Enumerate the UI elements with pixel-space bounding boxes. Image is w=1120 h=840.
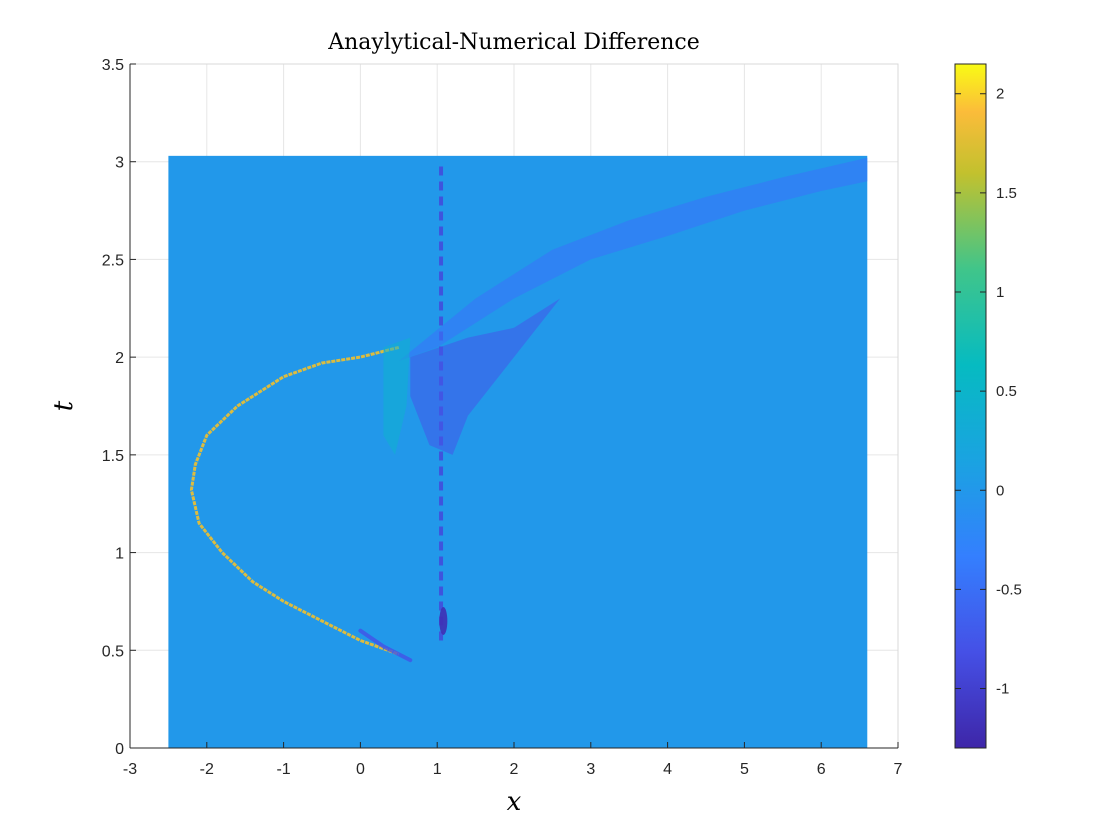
heatmap-feature-lower-negative-tail (358, 628, 413, 663)
heatmap-layer (168, 155, 868, 748)
colorbar-tick-label: -0.5 (996, 581, 1022, 598)
x-tick-label: -3 (123, 761, 137, 778)
x-tick-label: 3 (586, 761, 595, 778)
x-tick-label: 6 (817, 761, 826, 778)
y-tick-label: 3 (115, 155, 124, 172)
y-ticks: 0 0.5 1 1.5 2 2.5 3 3.5 (102, 57, 136, 758)
x-axis-label: x (507, 787, 522, 817)
x-tick-label: -2 (200, 761, 214, 778)
y-tick-label: 0.5 (102, 643, 124, 660)
colorbar-tick-label: 1 (996, 284, 1004, 301)
x-tick-label: 0 (356, 761, 365, 778)
colorbar-tick-label: 2 (996, 86, 1004, 103)
chart-title: Anaylytical-Numerical Difference (327, 30, 700, 55)
heatmap-feature-positive-wedge (383, 337, 411, 455)
x-tick-label: 5 (740, 761, 749, 778)
heatmap-background (168, 155, 868, 748)
y-tick-label: 3.5 (102, 57, 124, 74)
x-tick-label: 2 (510, 761, 519, 778)
y-tick-label: 2 (115, 350, 124, 367)
y-tick-label: 1.5 (102, 448, 124, 465)
colorbar-tick-label: -1 (996, 681, 1009, 698)
colorbar-ticks: -1 -0.5 0 0.5 1 1.5 2 (955, 86, 1022, 698)
colorbar-tick-label: 1.5 (996, 185, 1017, 202)
y-tick-label: 0 (115, 741, 124, 758)
colorbar (954, 63, 987, 749)
x-tick-label: 7 (894, 761, 903, 778)
x-ticks: -3 -2 -1 0 1 2 3 4 5 6 7 (123, 742, 903, 778)
y-axis-label: t (49, 400, 79, 411)
colorbar-tick-label: 0 (996, 482, 1004, 499)
colorbar-tick-label: 0.5 (996, 383, 1017, 400)
y-tick-label: 1 (115, 546, 124, 563)
y-tick-label: 2.5 (102, 252, 124, 269)
heatmap-feature-negative-ripples (410, 298, 561, 455)
x-tick-label: 4 (663, 761, 672, 778)
x-tick-label: 1 (433, 761, 442, 778)
heatmap-feature-parabolic-positive-front (189, 345, 400, 656)
heatmap-feature-upper-negative-band (398, 157, 868, 362)
x-tick-label: -1 (276, 761, 290, 778)
heatmap-feature-negative-spot (439, 606, 448, 635)
